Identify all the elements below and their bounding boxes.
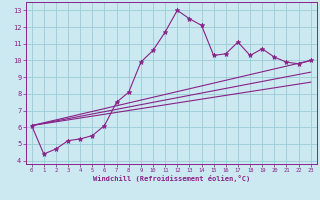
- X-axis label: Windchill (Refroidissement éolien,°C): Windchill (Refroidissement éolien,°C): [92, 175, 250, 182]
